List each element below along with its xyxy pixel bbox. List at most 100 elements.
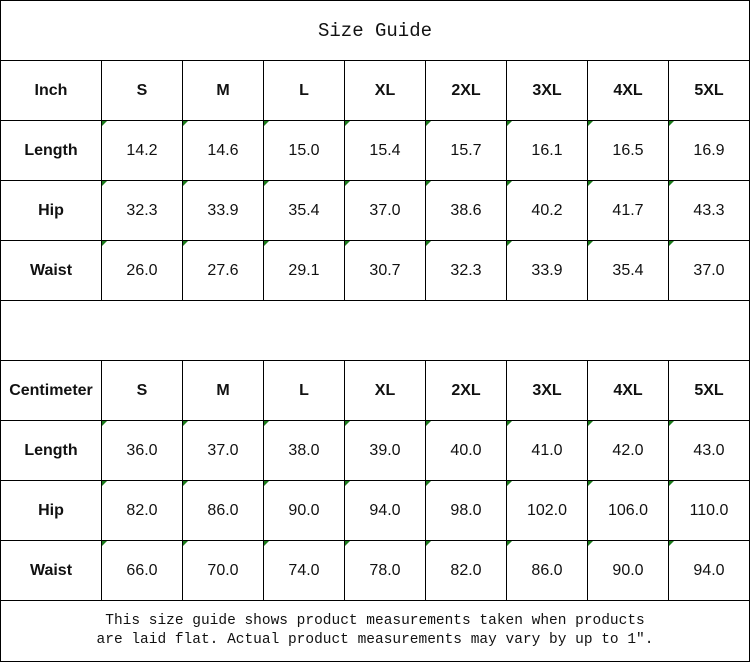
- measurement-cell: 40.2: [506, 180, 588, 241]
- header-row: Inch S M L XL 2XL 3XL 4XL 5XL: [0, 60, 750, 121]
- measurement-cell: 86.0: [506, 540, 588, 601]
- cell-value: 15.4: [369, 141, 401, 159]
- cell-marker-icon: [426, 241, 431, 246]
- cell-marker-icon: [183, 481, 188, 486]
- title-row: Size Guide: [0, 0, 750, 61]
- size-header: 4XL: [587, 60, 669, 121]
- measurement-cell: 35.4: [263, 180, 345, 241]
- cell-value: 33.9: [207, 201, 239, 219]
- cell-marker-icon: [102, 421, 107, 426]
- cell-marker-icon: [588, 121, 593, 126]
- size-header: L: [263, 360, 345, 421]
- cell-marker-icon: [183, 421, 188, 426]
- cell-marker-icon: [669, 241, 674, 246]
- cell-value: 43.3: [693, 201, 725, 219]
- cell-value: 39.0: [369, 441, 401, 459]
- measurement-cell: 30.7: [344, 240, 426, 301]
- cell-value: 38.6: [450, 201, 482, 219]
- measurement-cell: 41.0: [506, 420, 588, 481]
- measurement-cell: 42.0: [587, 420, 669, 481]
- cell-marker-icon: [102, 481, 107, 486]
- measurement-cell: 90.0: [263, 480, 345, 541]
- table-row: Length 36.0 37.0 38.0 39.0 40.0 41.0 42.0 43.0: [0, 420, 750, 481]
- cell-value: 30.7: [369, 261, 401, 279]
- cell-value: 110.0: [689, 501, 729, 519]
- cell-marker-icon: [588, 421, 593, 426]
- cell-value: 90.0: [612, 561, 644, 579]
- cell-value: 78.0: [369, 561, 401, 579]
- cell-value: 15.7: [450, 141, 482, 159]
- measurement-cell: 82.0: [101, 480, 183, 541]
- cell-marker-icon: [264, 181, 269, 186]
- cell-marker-icon: [183, 541, 188, 546]
- cell-marker-icon: [183, 241, 188, 246]
- size-header: 4XL: [587, 360, 669, 421]
- cell-value: 26.0: [126, 261, 158, 279]
- cell-marker-icon: [507, 421, 512, 426]
- cell-value: 27.6: [207, 261, 239, 279]
- spacer-row: [0, 300, 750, 361]
- measurement-cell: 98.0: [425, 480, 507, 541]
- measurement-cell: 32.3: [101, 180, 183, 241]
- size-header: 2XL: [425, 60, 507, 121]
- measurement-cell: 74.0: [263, 540, 345, 601]
- cell-marker-icon: [183, 181, 188, 186]
- cell-marker-icon: [345, 481, 350, 486]
- cell-marker-icon: [426, 421, 431, 426]
- cell-value: 106.0: [607, 501, 649, 519]
- measurement-cell: 16.1: [506, 120, 588, 181]
- cell-marker-icon: [669, 421, 674, 426]
- measurement-label: Length: [0, 120, 102, 181]
- table-row: Waist 26.0 27.6 29.1 30.7 32.3 33.9 35.4 37.0: [0, 240, 750, 301]
- measurement-cell: 37.0: [344, 180, 426, 241]
- cell-value: 41.7: [612, 201, 644, 219]
- cell-value: 94.0: [693, 561, 725, 579]
- cell-value: 70.0: [207, 561, 239, 579]
- measurement-label: Length: [0, 420, 102, 481]
- cell-value: 32.3: [126, 201, 158, 219]
- size-guide-title: Size Guide: [0, 0, 750, 61]
- cell-value: 37.0: [369, 201, 401, 219]
- measurement-cell: 90.0: [587, 540, 669, 601]
- cell-marker-icon: [102, 241, 107, 246]
- measurement-cell: 38.6: [425, 180, 507, 241]
- cell-value: 38.0: [288, 441, 320, 459]
- measurement-cell: 86.0: [182, 480, 264, 541]
- size-header: 3XL: [506, 60, 588, 121]
- cell-value: 74.0: [288, 561, 320, 579]
- measurement-cell: 16.9: [668, 120, 750, 181]
- measurement-cell: 66.0: [101, 540, 183, 601]
- measurement-label: Hip: [0, 480, 102, 541]
- cell-marker-icon: [588, 541, 593, 546]
- cell-marker-icon: [669, 181, 674, 186]
- cell-marker-icon: [507, 541, 512, 546]
- measurement-cell: 94.0: [668, 540, 750, 601]
- cell-value: 41.0: [531, 441, 563, 459]
- cell-value: 82.0: [450, 561, 482, 579]
- size-header: M: [182, 60, 264, 121]
- measurement-label: Waist: [0, 240, 102, 301]
- footer-line-2: are laid flat. Actual product measuremen…: [96, 632, 654, 648]
- measurement-cell: 78.0: [344, 540, 426, 601]
- cell-marker-icon: [669, 541, 674, 546]
- measurement-cell: 94.0: [344, 480, 426, 541]
- size-header: S: [101, 60, 183, 121]
- cell-marker-icon: [507, 121, 512, 126]
- measurement-cell: 15.0: [263, 120, 345, 181]
- size-header: 5XL: [668, 60, 750, 121]
- footer-note: This size guide shows product measuremen…: [0, 600, 750, 662]
- measurement-cell: 33.9: [182, 180, 264, 241]
- cell-marker-icon: [102, 121, 107, 126]
- table-row: Waist 66.0 70.0 74.0 78.0 82.0 86.0 90.0 94.0: [0, 540, 750, 601]
- cell-value: 14.2: [126, 141, 158, 159]
- cell-marker-icon: [588, 241, 593, 246]
- measurement-label: Hip: [0, 180, 102, 241]
- cell-marker-icon: [669, 481, 674, 486]
- size-header: S: [101, 360, 183, 421]
- cell-marker-icon: [426, 121, 431, 126]
- cell-marker-icon: [588, 481, 593, 486]
- cell-marker-icon: [507, 481, 512, 486]
- cell-marker-icon: [264, 481, 269, 486]
- measurement-label: Waist: [0, 540, 102, 601]
- measurement-cell: 26.0: [101, 240, 183, 301]
